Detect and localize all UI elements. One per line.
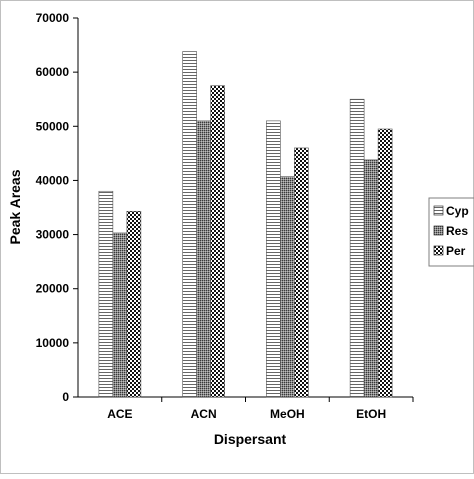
- x-tick-label: EtOH: [356, 407, 386, 421]
- bar-cyp-meoh: [266, 120, 281, 398]
- x-axis-title: Dispersant: [214, 431, 287, 447]
- legend-swatch-cyp: [433, 205, 444, 216]
- legend-label-per: Per: [446, 244, 466, 258]
- y-axis-ticks: 0 10000 20000 30000 40000 50000 60000 70000: [36, 11, 78, 404]
- x-tick-label: MeOH: [270, 407, 305, 421]
- y-tick-label: 60000: [36, 65, 70, 79]
- bar-per-acn: [210, 85, 225, 398]
- y-axis-title: Peak Areas: [7, 169, 23, 244]
- x-tick-label: ACN: [191, 407, 217, 421]
- bar-series-group: [98, 51, 414, 402]
- bar-per-ace: [126, 210, 142, 398]
- bar-cyp-etoh: [349, 98, 365, 398]
- bar-cyp-acn: [182, 51, 197, 398]
- y-tick-label: 20000: [36, 282, 70, 296]
- x-tick-label: ACE: [107, 407, 132, 421]
- bar-res-acn: [196, 120, 211, 398]
- legend-label-res: Res: [446, 224, 468, 238]
- y-tick-label: 70000: [36, 11, 70, 25]
- y-tick-label: 30000: [36, 228, 70, 242]
- bar-res-etoh: [363, 159, 379, 398]
- legend: Cyp Res Per: [428, 197, 474, 267]
- bar-res-meoh: [280, 176, 295, 398]
- bar-per-meoh: [294, 147, 309, 398]
- legend-swatch-per: [433, 245, 444, 256]
- y-tick-label: 40000: [36, 173, 70, 187]
- bar-cyp-ace: [98, 190, 114, 398]
- bar-res-ace: [112, 232, 128, 398]
- y-tick-label: 10000: [36, 336, 70, 350]
- bar-per-etoh: [377, 128, 393, 398]
- y-tick-label: 0: [62, 390, 69, 404]
- legend-swatch-res: [433, 225, 444, 236]
- legend-label-cyp: Cyp: [446, 204, 469, 218]
- x-axis-tick-labels: ACE ACN MeOH EtOH: [107, 407, 386, 421]
- y-tick-label: 50000: [36, 119, 70, 133]
